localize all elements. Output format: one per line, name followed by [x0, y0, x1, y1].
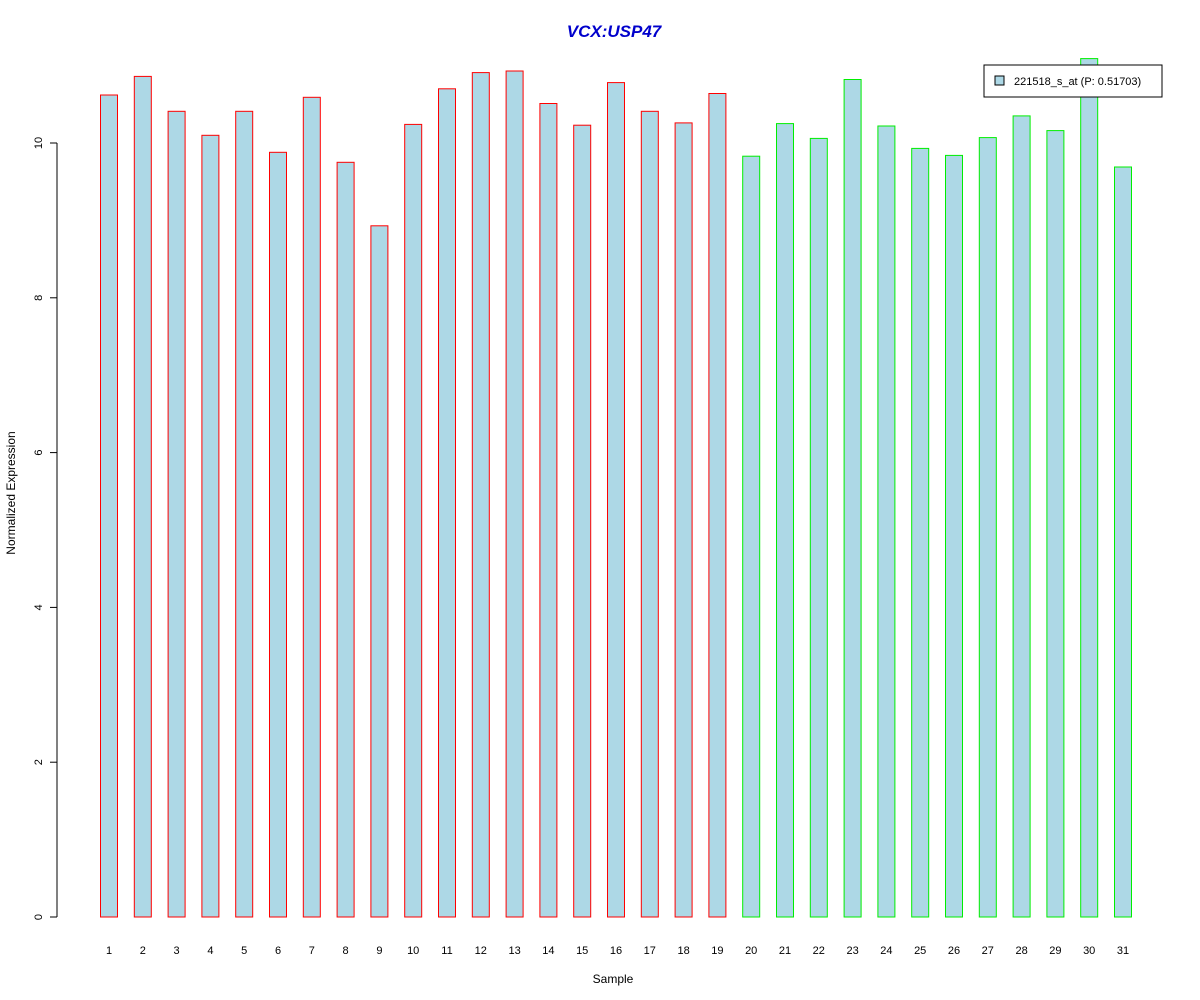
x-tick-label: 18: [677, 945, 689, 957]
bar-sample-11: [438, 88, 456, 918]
x-tick-label: 19: [711, 945, 723, 957]
x-tick-label: 15: [576, 945, 588, 957]
legend-box: [983, 64, 1163, 98]
bar-sample-13: [505, 70, 524, 918]
bar-sample-9: [370, 225, 389, 918]
x-tick-labels: 1 2 3 4 5 6 7 8 9 10 11 12 13 14 15 16 17 18 19 20 21 22 23 24 2…: [106, 945, 1129, 957]
x-axis-label: Sample: [593, 972, 634, 986]
x-tick-label: 4: [207, 945, 213, 957]
bar-sample-20: [742, 155, 761, 918]
bar-sample-28: [1012, 115, 1031, 918]
bar-sample-24: [877, 125, 896, 918]
y-tick-label: 0: [33, 914, 45, 920]
bar-sample-21: [776, 123, 794, 918]
x-tick-label: 13: [508, 945, 520, 957]
bar-sample-8: [336, 161, 355, 918]
y-tick-label: 2: [33, 759, 45, 765]
x-tick-label: 16: [610, 945, 622, 957]
x-tick-label: 21: [779, 945, 791, 957]
x-tick-label: 8: [343, 945, 349, 957]
x-tick-label: 10: [407, 945, 419, 957]
y-tick-label: 10: [33, 137, 45, 149]
bar-sample-26: [945, 154, 963, 918]
x-tick-label: 3: [174, 945, 180, 957]
y-axis: 0 2 4 6 8 10: [33, 137, 58, 920]
x-tick-label: 11: [441, 945, 452, 957]
x-tick-label: 20: [745, 945, 757, 957]
y-tick-label: 6: [33, 450, 45, 456]
bar-sample-12: [471, 72, 490, 918]
chart-title: VCX:USP47: [567, 22, 663, 41]
x-tick-label: 29: [1049, 945, 1061, 957]
bar-sample-1: [100, 94, 118, 918]
bar-sample-2: [133, 75, 152, 918]
legend: 221518_s_at (P: 0.51703): [983, 64, 1163, 98]
bar-sample-10: [404, 123, 423, 918]
y-axis-label: Normalized Expression: [4, 431, 18, 554]
bar-sample-23: [843, 79, 862, 918]
bar-sample-31: [1114, 166, 1132, 918]
x-tick-label: 2: [140, 945, 146, 957]
x-tick-label: 27: [982, 945, 994, 957]
x-tick-label: 5: [241, 945, 247, 957]
bar-sample-3: [167, 110, 186, 918]
bar-sample-29: [1046, 130, 1065, 918]
x-tick-label: 26: [948, 945, 960, 957]
bar-sample-4: [201, 134, 220, 918]
x-tick-label: 12: [475, 945, 487, 957]
x-tick-label: 23: [846, 945, 858, 957]
x-tick-label: 6: [275, 945, 281, 957]
x-tick-label: 22: [813, 945, 825, 957]
bar-sample-6: [269, 151, 287, 918]
y-tick-label: 4: [33, 604, 45, 610]
x-tick-label: 31: [1117, 945, 1129, 957]
bar-sample-18: [674, 122, 693, 918]
y-tick-label: 8: [33, 295, 45, 301]
legend-label: 221518_s_at (P: 0.51703): [1014, 76, 1141, 88]
bar-sample-15: [573, 124, 592, 918]
bar-sample-19: [708, 93, 727, 918]
x-tick-label: 14: [542, 945, 554, 957]
x-tick-label: 7: [309, 945, 315, 957]
x-tick-label: 1: [106, 945, 112, 957]
x-tick-label: 28: [1015, 945, 1027, 957]
bar-sample-27: [978, 137, 997, 918]
x-tick-label: 9: [376, 945, 382, 957]
bar-sample-14: [539, 103, 558, 918]
bar-sample-17: [640, 110, 659, 918]
bar-sample-7: [302, 96, 321, 918]
bar-sample-25: [911, 147, 930, 918]
bar-sample-30: [1080, 58, 1099, 918]
x-tick-label: 25: [914, 945, 926, 957]
bar-sample-22: [809, 137, 828, 918]
x-tick-label: 24: [880, 945, 892, 957]
bar-sample-16: [607, 82, 625, 918]
x-tick-label: 17: [644, 945, 656, 957]
bars-group: [100, 58, 1132, 918]
bar-sample-5: [235, 110, 254, 918]
legend-swatch: [994, 75, 1005, 86]
x-tick-label: 30: [1083, 945, 1095, 957]
